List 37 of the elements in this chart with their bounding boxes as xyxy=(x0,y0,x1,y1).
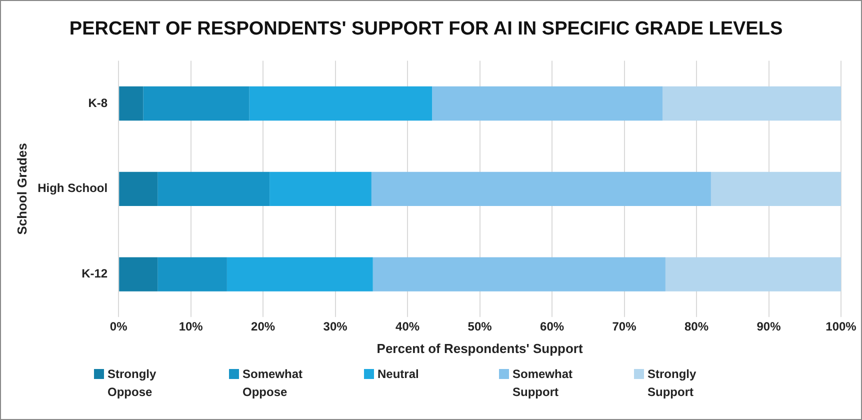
bar xyxy=(249,86,432,121)
bar xyxy=(143,86,250,121)
y-axis-title: School Grades xyxy=(14,143,30,235)
bar xyxy=(665,257,841,292)
x-tick-label: 70% xyxy=(612,320,637,334)
bar xyxy=(158,172,270,206)
x-tick-label: 10% xyxy=(178,320,204,334)
x-tick-label: 80% xyxy=(684,320,709,334)
x-tick-label: 100% xyxy=(826,320,857,334)
x-tick-label: 90% xyxy=(756,320,782,334)
bar xyxy=(119,257,158,292)
bar xyxy=(119,86,144,121)
x-tick-label: 30% xyxy=(323,320,348,334)
y-tick-label: K-12 xyxy=(82,266,108,281)
x-tick-label: 60% xyxy=(540,320,564,334)
bar xyxy=(270,172,372,206)
x-tick-label: 40% xyxy=(396,320,420,334)
legend-label: Neutral xyxy=(378,366,420,383)
x-axis-title: Percent of Respondents' Support xyxy=(376,340,584,356)
x-tick-label: 20% xyxy=(251,320,276,334)
legend-label: Somewhat Support xyxy=(512,366,574,401)
x-tick-label: 50% xyxy=(468,320,492,334)
legend-label: Strongly Support xyxy=(648,366,698,401)
chart-title: PERCENT OF RESPONDENTS' SUPPORT FOR AI IN SPECIFIC GRADE LEVELS xyxy=(69,18,783,40)
bar xyxy=(158,257,227,292)
bar xyxy=(662,86,841,121)
legend-label: Somewhat Oppose xyxy=(242,366,304,401)
legend-label: Strongly Oppose xyxy=(108,366,158,401)
bar xyxy=(372,257,666,292)
y-tick-label: K-8 xyxy=(88,96,108,110)
x-tick-label: 0% xyxy=(110,320,128,334)
bar xyxy=(432,86,663,121)
bar xyxy=(371,172,711,206)
bar xyxy=(226,257,373,292)
bar xyxy=(119,172,158,206)
y-tick-label: High School xyxy=(38,181,108,196)
bar xyxy=(710,172,841,206)
